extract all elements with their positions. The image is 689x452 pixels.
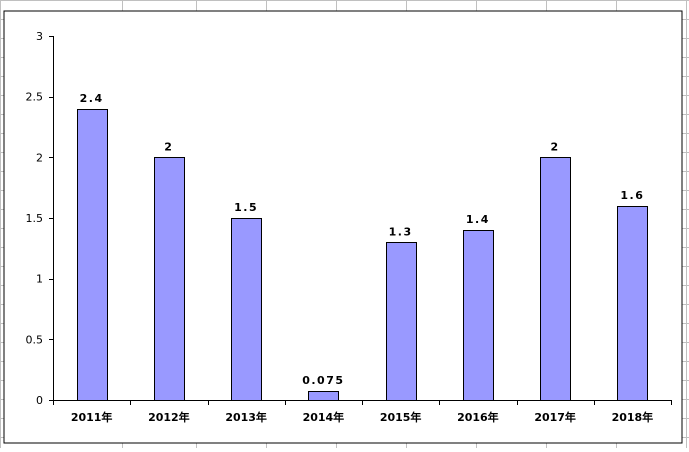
x-tick-label: 2013年 bbox=[225, 410, 267, 424]
bar bbox=[77, 109, 108, 401]
x-tick-label: 2018年 bbox=[612, 410, 654, 424]
bar bbox=[540, 157, 571, 401]
y-tick-label: 1 bbox=[36, 273, 43, 286]
y-tick-label: 0 bbox=[36, 394, 43, 407]
y-tick-label: 1.5 bbox=[26, 212, 44, 225]
data-label: 1.4 bbox=[466, 213, 490, 226]
x-tick-label: 2017年 bbox=[534, 410, 576, 424]
data-label: 1.3 bbox=[389, 225, 413, 238]
bar bbox=[231, 218, 262, 401]
data-label: 2.4 bbox=[80, 92, 104, 105]
x-tick-label: 2016年 bbox=[457, 410, 499, 424]
y-axis: 0 0.5 1 1.5 2 2.5 3 bbox=[26, 30, 54, 407]
bar bbox=[386, 242, 417, 401]
data-label: 1.6 bbox=[620, 189, 644, 202]
bar bbox=[617, 206, 648, 401]
x-tick-label: 2012年 bbox=[148, 410, 190, 424]
y-tick-label: 0.5 bbox=[26, 333, 44, 346]
y-tick-label: 3 bbox=[36, 30, 43, 43]
y-tick-label: 2 bbox=[36, 151, 43, 164]
data-labels: 2.4 2 1.5 0.075 1.3 1.4 2 1.6 bbox=[80, 92, 644, 387]
x-tick-label: 2014年 bbox=[303, 410, 345, 424]
bar bbox=[308, 391, 339, 401]
data-label: 2 bbox=[551, 140, 560, 153]
bar bbox=[463, 230, 494, 401]
x-tick-label: 2015年 bbox=[380, 410, 422, 424]
data-label: 1.5 bbox=[234, 201, 258, 214]
x-tick-label: 2011年 bbox=[71, 410, 113, 424]
data-label: 0.075 bbox=[302, 374, 344, 387]
bar bbox=[154, 157, 185, 401]
bar-series bbox=[77, 109, 648, 401]
data-label: 2 bbox=[164, 140, 173, 153]
y-tick-label: 2.5 bbox=[26, 91, 44, 104]
